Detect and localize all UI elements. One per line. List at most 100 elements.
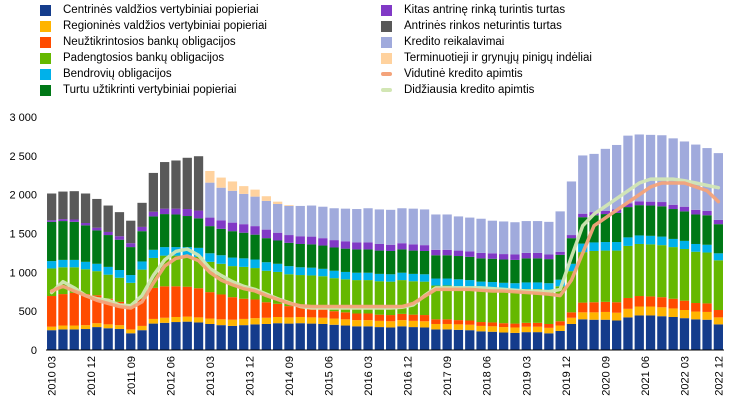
bar-segment-2 xyxy=(284,317,294,324)
bar-segment-1 xyxy=(487,331,497,350)
bar-segment-1 xyxy=(306,323,317,350)
bar-segment-1 xyxy=(58,329,68,350)
bar-segment-4 xyxy=(499,289,509,324)
bar-segment-6 xyxy=(182,216,192,248)
bar-segment-2 xyxy=(532,326,543,333)
bar-segment-4 xyxy=(239,266,249,299)
x-tick-label: 2021 06 xyxy=(640,356,652,396)
bar-segment-7 xyxy=(205,217,215,227)
bar-segment-6 xyxy=(284,242,294,267)
bar-segment-9 xyxy=(589,153,599,213)
bar-segment-4 xyxy=(645,244,656,297)
bar-segment-2 xyxy=(408,320,418,328)
bar-segment-6 xyxy=(521,258,531,283)
bar-segment-3 xyxy=(284,306,294,318)
bar-segment-3 xyxy=(397,313,407,321)
legend-line-swatch xyxy=(381,72,392,76)
bar-segment-5 xyxy=(69,259,79,268)
y-tick-label: 500 xyxy=(19,306,37,318)
bar-segment-3 xyxy=(227,297,238,320)
bar-segment-6 xyxy=(532,258,543,283)
bar-segment-2 xyxy=(419,321,430,328)
bar-segment-4 xyxy=(476,288,486,323)
bar-segment-3 xyxy=(623,297,633,309)
bar-segment-10 xyxy=(205,170,215,183)
legend-swatch xyxy=(40,68,51,80)
bar-segment-1 xyxy=(566,323,577,350)
bar-segment-1 xyxy=(160,322,170,350)
bar-segment-1 xyxy=(47,330,57,350)
x-tick-label: 2022 12 xyxy=(713,356,725,396)
bar-segment-5 xyxy=(216,255,226,264)
bar-segment-2 xyxy=(510,327,520,333)
bar-segment-2 xyxy=(306,317,317,324)
bar-segment-8 xyxy=(69,191,79,220)
x-tick-label: 2016 03 xyxy=(363,356,375,396)
bar-segment-7 xyxy=(691,209,701,215)
bar-segment-4 xyxy=(431,285,441,320)
bar-segment-5 xyxy=(193,247,204,257)
bar-segment-1 xyxy=(114,329,125,350)
bar-segment-7 xyxy=(69,219,79,222)
bar-segment-1 xyxy=(363,326,373,350)
bar-segment-1 xyxy=(352,326,362,350)
bar-segment-1 xyxy=(555,330,565,350)
bar-segment-7 xyxy=(453,250,464,257)
bar-segment-9 xyxy=(386,209,396,245)
bar-segment-1 xyxy=(589,319,599,350)
bar-segment-5 xyxy=(465,280,475,287)
bar-segment-2 xyxy=(657,307,667,317)
bar-segment-2 xyxy=(702,311,712,320)
bar-segment-3 xyxy=(126,307,136,330)
bar-segment-5 xyxy=(487,282,497,289)
bar-segment-6 xyxy=(295,243,305,268)
legend-label: Neužtikrintosios bankų obligacijos xyxy=(63,36,236,48)
bar-segment-3 xyxy=(386,315,396,322)
legend-label: Antrinės rinkos neturintis turtas xyxy=(404,20,562,32)
bar-segment-1 xyxy=(318,323,328,350)
bar-segment-8 xyxy=(137,202,147,227)
bar-segment-4 xyxy=(295,275,305,307)
bar-segment-4 xyxy=(555,286,565,322)
bar-segment-1 xyxy=(250,324,260,350)
bar-segment-1 xyxy=(126,333,136,350)
y-tick-label: 3 000 xyxy=(9,112,37,124)
bar-segment-2 xyxy=(499,327,509,333)
bar-segment-6 xyxy=(171,214,181,248)
bar-segment-3 xyxy=(374,314,384,321)
bar-segment-7 xyxy=(103,231,113,236)
bar-segment-1 xyxy=(657,316,667,350)
x-tick-label: 2013 12 xyxy=(244,356,256,396)
bar-segment-4 xyxy=(160,255,170,287)
bar-segment-4 xyxy=(318,276,328,310)
bar-segment-3 xyxy=(589,302,599,313)
bar-segment-7 xyxy=(386,244,396,251)
bar-segment-5 xyxy=(306,267,317,276)
bar-segment-1 xyxy=(137,330,147,350)
bar-segment-2 xyxy=(555,325,565,331)
bar-segment-5 xyxy=(58,259,68,268)
bar-segment-4 xyxy=(261,270,271,303)
bar-segment-1 xyxy=(397,326,407,350)
bar-segment-2 xyxy=(47,326,57,331)
x-tick-label: 2019 03 xyxy=(521,356,533,396)
legend-label: Padengtosios bankų obligacijos xyxy=(63,52,225,64)
bar-segment-7 xyxy=(544,254,554,260)
bar-segment-8 xyxy=(92,198,102,228)
bar-segment-2 xyxy=(126,329,136,334)
legend-swatch xyxy=(381,52,392,64)
bar-segment-4 xyxy=(634,243,644,297)
bar-segment-4 xyxy=(521,289,531,323)
bar-segment-5 xyxy=(713,253,723,261)
bar-segment-1 xyxy=(239,325,249,350)
legend-item: Kredito reikalavimai xyxy=(381,34,504,50)
bar-segment-5 xyxy=(205,253,215,262)
bar-segment-5 xyxy=(668,238,678,248)
bar-segment-1 xyxy=(645,315,656,350)
bar-segment-5 xyxy=(397,272,407,281)
bar-segment-6 xyxy=(114,239,125,270)
bar-segment-4 xyxy=(374,281,384,315)
bar-segment-3 xyxy=(566,312,577,318)
bar-segment-2 xyxy=(318,317,328,324)
